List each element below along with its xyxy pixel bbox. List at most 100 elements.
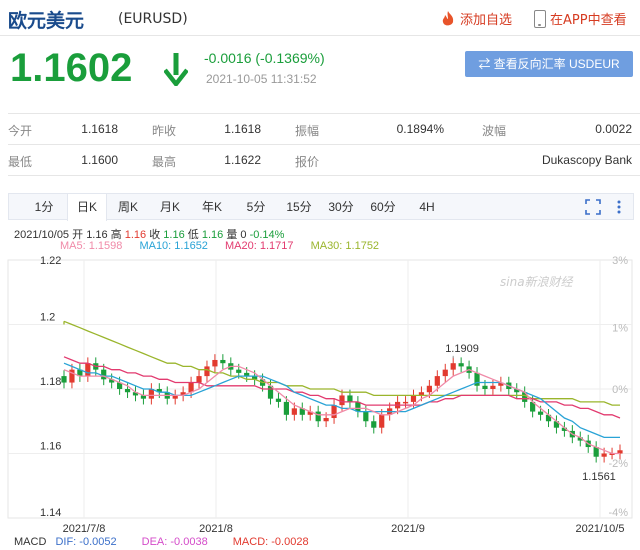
- candle-body: [371, 421, 377, 428]
- kline-low: 1.16: [201, 229, 224, 241]
- arrow-down-icon: [164, 53, 188, 86]
- kline-chart[interactable]: 1.22 1.2 1.18 1.16 1.14 3% 1% 0% -2% -4% 2021/7/8 2…: [0, 252, 640, 536]
- y-tick-label: 1.18: [40, 376, 61, 388]
- candle-body: [140, 395, 147, 399]
- watermark: sina新浪财经: [500, 275, 575, 289]
- candle-body: [101, 369, 107, 380]
- page-title: 欧元美元: [8, 10, 85, 32]
- candle-body: [299, 408, 305, 415]
- candle-body: [410, 395, 417, 402]
- x-tick-label: 2021/8: [199, 523, 233, 535]
- add-watchlist-label: 添加自选: [460, 13, 513, 28]
- stats-row: 最低 1.1600 最高 1.1622 报价 Dukascopy Bank: [8, 145, 640, 176]
- ma-legend: MA5: 1.1598 MA10: 1.1652 MA20: 1.1717 MA…: [60, 240, 393, 252]
- fire-icon: [442, 10, 454, 25]
- ma30-label: MA30: 1.1752: [310, 240, 380, 252]
- candle-body: [593, 447, 599, 457]
- reverse-rate-button[interactable]: ⇄ 查看反向汇率 USDEUR: [465, 51, 633, 77]
- candle-body: [379, 414, 385, 428]
- candle-body: [204, 366, 210, 377]
- candle-body: [124, 389, 131, 393]
- kline-high-label: 高: [110, 229, 122, 241]
- kline-open: 1.16: [86, 229, 108, 241]
- chart-period-tabs: 1分 日K 周K 月K 年K 5分 15分 30分 60分 4H: [8, 193, 634, 221]
- symbol-code: (EURUSD): [118, 11, 188, 27]
- macd-dif: DIF: -0.0052: [55, 536, 117, 548]
- tab-5min[interactable]: 5分: [246, 200, 266, 214]
- open-app-button[interactable]: 在APP中查看: [534, 9, 627, 28]
- stat-value: 1.1618: [224, 122, 261, 136]
- kline-high: 1.16: [124, 229, 147, 241]
- tab-60min[interactable]: 60分: [370, 200, 396, 214]
- candle-body: [252, 376, 258, 380]
- y-right-tick-label: 1%: [612, 323, 628, 335]
- candle-body: [291, 408, 297, 415]
- stat-label: 今开: [8, 124, 33, 138]
- kline-close-label: 收: [149, 229, 161, 241]
- fullscreen-icon[interactable]: [585, 199, 601, 215]
- stat-label: 最高: [152, 155, 177, 169]
- tab-4h[interactable]: 4H: [419, 200, 435, 214]
- candle-body: [196, 376, 202, 383]
- candle-body: [450, 363, 456, 370]
- candle-body: [132, 392, 139, 396]
- candle-body: [442, 369, 448, 377]
- y-tick-label: 1.16: [40, 441, 61, 453]
- ma5-label: MA5: 1.1598: [60, 240, 123, 252]
- y-right-tick-label: -4%: [608, 507, 628, 519]
- stat-value: Dukascopy Bank: [541, 153, 632, 167]
- y-right-tick-label: 3%: [612, 255, 628, 267]
- stat-value: 1.1618: [81, 122, 118, 136]
- quote-time: 2021-10-05 11:31:52: [206, 72, 317, 86]
- macd-dea: DEA: -0.0038: [141, 536, 208, 548]
- price-change: -0.0016 (-0.1369%): [204, 50, 325, 66]
- candle-body: [601, 453, 607, 457]
- current-price: 1.1602: [10, 46, 133, 90]
- tab-daily-k[interactable]: 日K: [67, 194, 107, 221]
- candle-body: [212, 359, 218, 367]
- tab-yearly-k[interactable]: 年K: [201, 200, 222, 214]
- stat-value: 0.1894%: [396, 122, 444, 136]
- x-tick-label: 2021/9: [391, 523, 425, 535]
- candle-body: [458, 363, 464, 367]
- candle-body: [617, 450, 623, 454]
- add-watchlist-button[interactable]: 添加自选: [440, 9, 512, 28]
- candle-body: [331, 405, 337, 419]
- candle-body: [148, 389, 154, 399]
- kline-open-label: 开: [72, 229, 84, 241]
- kline-volume-label: 量: [226, 229, 238, 241]
- more-options-icon[interactable]: [611, 199, 627, 215]
- candle-body: [522, 392, 528, 402]
- candle-body: [482, 385, 488, 389]
- y-tick-label: 1.22: [40, 255, 61, 267]
- x-tick-label: 2021/7/8: [63, 523, 106, 535]
- candle-body: [545, 414, 552, 422]
- macd-title: MACD: [14, 536, 47, 548]
- tab-monthly-k[interactable]: 月K: [159, 200, 180, 214]
- tab-1min[interactable]: 1分: [34, 200, 54, 214]
- candle-body: [61, 376, 67, 383]
- candle-body: [283, 401, 289, 415]
- stat-label: 波幅: [482, 124, 507, 138]
- macd-legend: MACD DIF: -0.0052 DEA: -0.0038 MACD: -0.…: [14, 536, 331, 548]
- tab-weekly-k[interactable]: 周K: [117, 200, 138, 214]
- phone-icon: [534, 9, 546, 28]
- tab-15min[interactable]: 15分: [286, 200, 312, 214]
- ma20-line: [63, 356, 621, 419]
- stat-value: 0.0022: [595, 122, 632, 136]
- ma20-label: MA20: 1.1717: [225, 240, 294, 252]
- macd-value: MACD: -0.0028: [232, 536, 309, 548]
- candle-body: [498, 382, 504, 386]
- candle-body: [77, 369, 83, 377]
- tab-30min[interactable]: 30分: [328, 200, 354, 214]
- y-tick-label: 1.2: [40, 312, 55, 324]
- candle-body: [180, 392, 186, 396]
- candle-body: [85, 363, 91, 377]
- candle-body: [117, 382, 123, 389]
- candle-body: [220, 359, 226, 364]
- kline-date: 2021/10/05: [14, 229, 70, 241]
- stat-label: 昨收: [152, 124, 177, 138]
- candle-body: [514, 389, 520, 393]
- candle-body: [426, 385, 432, 393]
- stat-label: 报价: [295, 155, 320, 169]
